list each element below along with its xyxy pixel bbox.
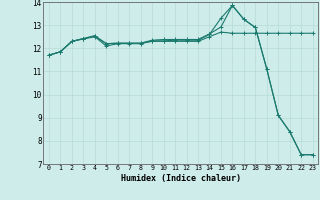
- X-axis label: Humidex (Indice chaleur): Humidex (Indice chaleur): [121, 174, 241, 183]
